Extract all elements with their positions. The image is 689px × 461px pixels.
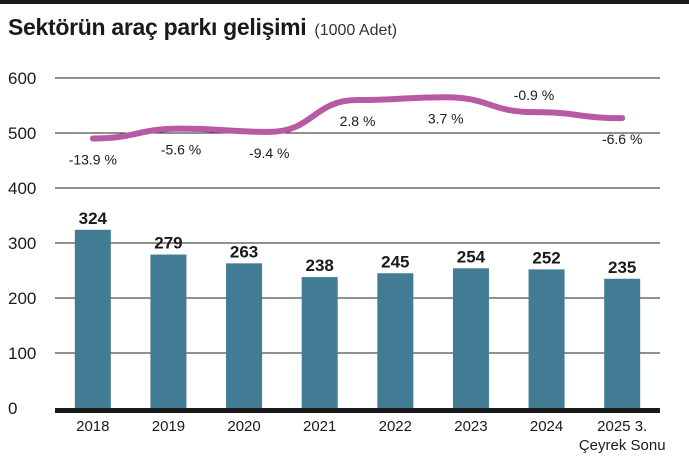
x-tick-label: Çeyrek Sonu [579, 437, 666, 454]
chart-header: Sektörün araç parkı gelişimi (1000 Adet) [8, 14, 397, 41]
x-tick-label: 2018 [76, 418, 109, 435]
growth-rate-label: -0.9 % [514, 87, 554, 103]
growth-line [89, 94, 626, 142]
bar-value-label: 254 [457, 247, 486, 266]
chart-title: Sektörün araç parkı gelişimi [8, 14, 307, 40]
chart-subtitle: (1000 Adet) [314, 22, 398, 39]
x-tick-label: 2020 [227, 418, 260, 435]
bar-value-label: 235 [608, 258, 636, 277]
bar [301, 277, 338, 408]
bar [74, 229, 111, 408]
bar [528, 269, 565, 408]
growth-rate-label: -5.6 % [161, 142, 201, 158]
y-tick-label: 500 [8, 124, 36, 143]
top-rule [0, 0, 689, 4]
y-tick-label: 200 [8, 289, 36, 308]
growth-rate-label: -9.4 % [249, 145, 289, 161]
x-tick-label: 2025 3. [597, 418, 647, 435]
growth-rate-label: -13.9 % [69, 152, 117, 168]
bar [604, 278, 641, 408]
bar-value-label: 279 [154, 234, 182, 253]
x-tick-label: 2019 [152, 418, 185, 435]
x-axis-baseline [55, 408, 660, 413]
x-tick-label: 2023 [454, 418, 487, 435]
bar-value-label: 263 [230, 242, 258, 261]
bar-value-label: 238 [306, 256, 334, 275]
bar [452, 268, 489, 408]
y-tick-label: 400 [8, 179, 36, 198]
y-tick-label: 600 [8, 69, 36, 88]
bar [226, 263, 263, 408]
y-tick-label: 0 [8, 399, 17, 418]
x-tick-label: 2024 [530, 418, 563, 435]
growth-rate-label: -6.6 % [602, 131, 642, 147]
bar-value-label: 245 [381, 252, 409, 271]
growth-rate-label: 2.8 % [340, 113, 376, 129]
bar [150, 254, 187, 408]
x-tick-label: 2022 [379, 418, 412, 435]
bar-value-label: 324 [79, 209, 108, 228]
bar [377, 273, 414, 408]
bar-value-label: 252 [532, 248, 560, 267]
y-tick-label: 300 [8, 234, 36, 253]
y-tick-label: 100 [8, 344, 36, 363]
growth-rate-label: 3.7 % [428, 110, 464, 126]
x-tick-label: 2021 [303, 418, 336, 435]
